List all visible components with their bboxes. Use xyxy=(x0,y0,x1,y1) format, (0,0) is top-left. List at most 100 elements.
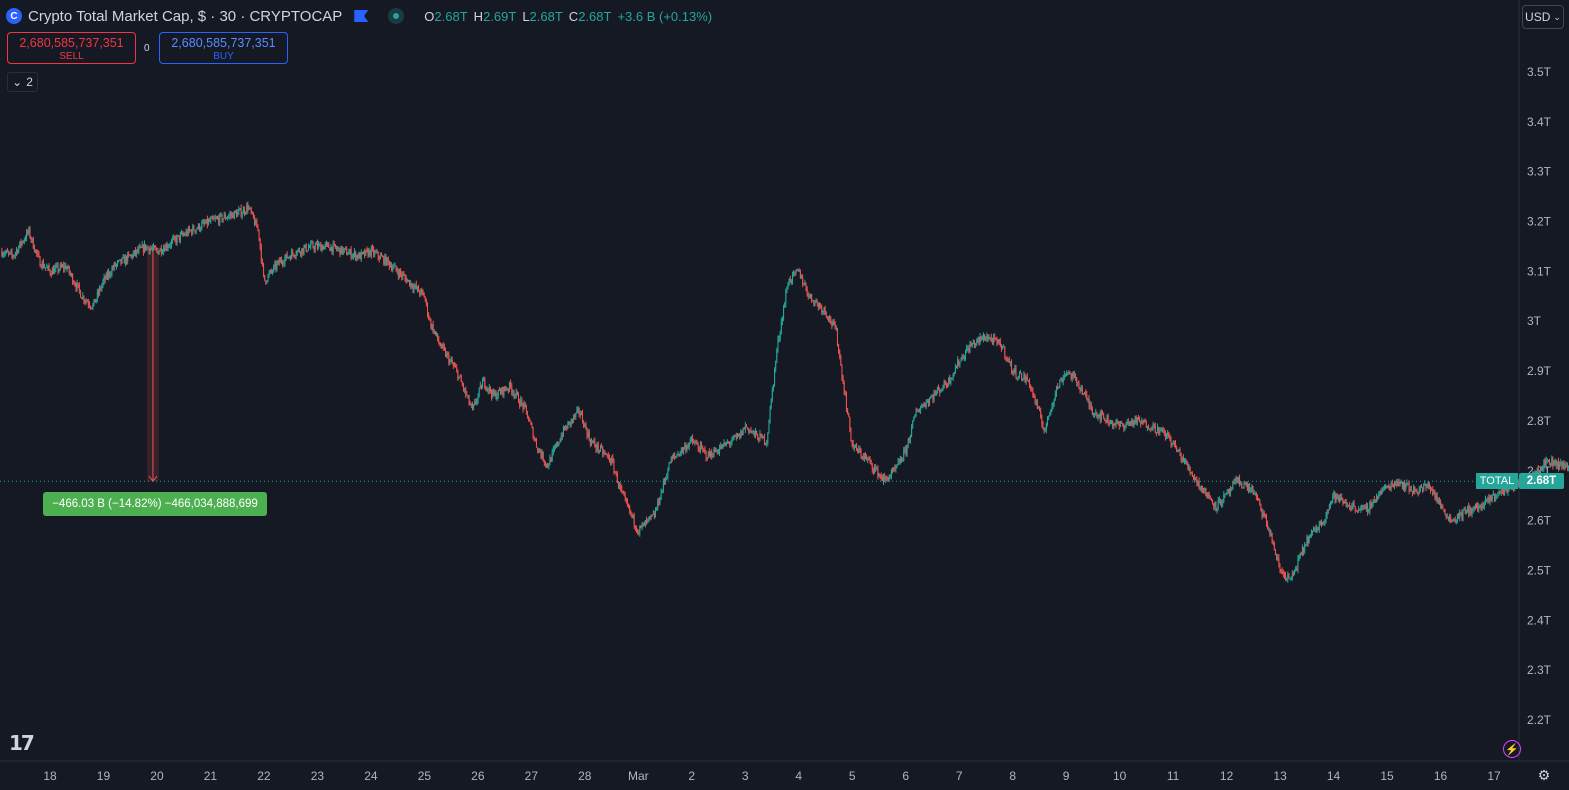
candle-body xyxy=(1322,522,1324,526)
candle-body xyxy=(28,228,30,233)
candle-body xyxy=(1465,512,1467,514)
candle-body xyxy=(64,265,66,269)
candle-body xyxy=(65,265,67,270)
candle-body xyxy=(298,248,300,253)
candle-body xyxy=(1553,464,1555,466)
candle-body xyxy=(1169,437,1171,439)
candle-body xyxy=(842,378,844,383)
candle-body xyxy=(96,291,98,300)
buy-button[interactable]: 2,680,585,737,351 BUY xyxy=(159,32,288,64)
flag-icon[interactable] xyxy=(354,10,369,22)
candle-body xyxy=(345,248,347,250)
y-tick-label: 3T xyxy=(1527,314,1542,328)
candle-body xyxy=(1452,520,1454,522)
candle-body xyxy=(51,268,53,276)
candle-body xyxy=(661,490,663,492)
candle-body xyxy=(1116,421,1118,423)
candle-body xyxy=(88,304,90,307)
candle-body xyxy=(1217,500,1219,509)
candle-body xyxy=(195,229,197,232)
lightning-icon[interactable]: ⚡ xyxy=(1503,740,1521,758)
candle-body xyxy=(1057,386,1059,388)
indicators-toggle-button[interactable]: ⌄ 2 xyxy=(7,72,38,92)
candle-body xyxy=(1098,413,1100,416)
candle-body xyxy=(465,388,467,395)
candle-body xyxy=(771,389,773,399)
candle-body xyxy=(720,445,722,449)
candle-body xyxy=(288,256,290,258)
measure-tool[interactable] xyxy=(146,248,159,483)
candle-body xyxy=(865,455,867,457)
candle-body xyxy=(996,339,998,344)
candle-body xyxy=(957,360,959,368)
candle-body xyxy=(1467,506,1469,513)
candle-body xyxy=(275,263,277,269)
ohlc-key: O xyxy=(424,8,435,24)
candle-body xyxy=(1359,509,1361,511)
candle-body xyxy=(883,476,885,482)
candle-body xyxy=(467,395,469,397)
candle-body xyxy=(36,249,38,254)
candle-body xyxy=(783,307,785,320)
candle-body xyxy=(57,265,59,272)
candle-body xyxy=(926,400,928,402)
candle-body xyxy=(386,257,388,265)
candle-body xyxy=(1255,492,1257,497)
candle-body xyxy=(502,387,504,395)
y-tick-label: 3.2T xyxy=(1527,215,1552,229)
candle-body xyxy=(123,256,125,264)
candle-body xyxy=(1027,380,1029,382)
candle-body xyxy=(60,264,62,267)
tradingview-logo-icon[interactable]: 17 xyxy=(9,731,35,755)
candle-body xyxy=(1442,505,1444,509)
candle-body xyxy=(1175,443,1177,448)
candle-body xyxy=(1200,486,1202,490)
candle-body xyxy=(507,389,509,391)
candle-body xyxy=(108,272,110,278)
candle-body xyxy=(577,408,579,410)
candle-body xyxy=(1431,489,1433,491)
candle-body xyxy=(732,436,734,441)
candle-body xyxy=(781,319,783,322)
candle-body xyxy=(365,249,367,256)
candle-body xyxy=(439,342,441,346)
candle-body xyxy=(458,376,460,379)
candle-body xyxy=(325,243,327,245)
candle-body xyxy=(1088,398,1090,406)
sell-button[interactable]: 2,680,585,737,351 SELL xyxy=(7,32,136,64)
candle-body xyxy=(1011,362,1013,373)
candle-body xyxy=(1273,544,1275,550)
currency-select[interactable]: USD ⌄ xyxy=(1522,5,1564,29)
candle-body xyxy=(987,335,989,340)
candle-body xyxy=(1405,484,1407,489)
candle-body xyxy=(858,448,860,453)
candle-body xyxy=(1216,508,1218,510)
candle-body xyxy=(599,446,601,451)
candle-body xyxy=(1239,477,1241,485)
candle-body xyxy=(541,452,543,457)
candle-body xyxy=(378,257,380,260)
candle-body xyxy=(307,247,309,251)
market-status-icon[interactable] xyxy=(388,8,405,24)
candle-body xyxy=(359,253,361,260)
candle-body xyxy=(942,388,944,390)
candle-body xyxy=(516,391,518,395)
candle-body xyxy=(1414,486,1416,492)
candle-body xyxy=(501,387,503,394)
candle-body xyxy=(12,255,14,257)
candle-body xyxy=(285,253,287,258)
candle-body xyxy=(1312,531,1314,533)
candle-body xyxy=(710,451,712,456)
candle-body xyxy=(102,281,104,286)
candle-body xyxy=(434,330,436,334)
candle-body xyxy=(529,420,531,422)
candle-body xyxy=(1241,483,1243,488)
symbol-title[interactable]: Crypto Total Market Cap, $ · 30 · CRYPTO… xyxy=(28,7,343,25)
y-tick-label: 2.2T xyxy=(1527,713,1552,727)
settings-gear-icon[interactable]: ⚙ xyxy=(1537,766,1551,783)
candle-body xyxy=(395,265,397,270)
candle-body xyxy=(47,265,49,268)
candle-body xyxy=(461,382,463,386)
